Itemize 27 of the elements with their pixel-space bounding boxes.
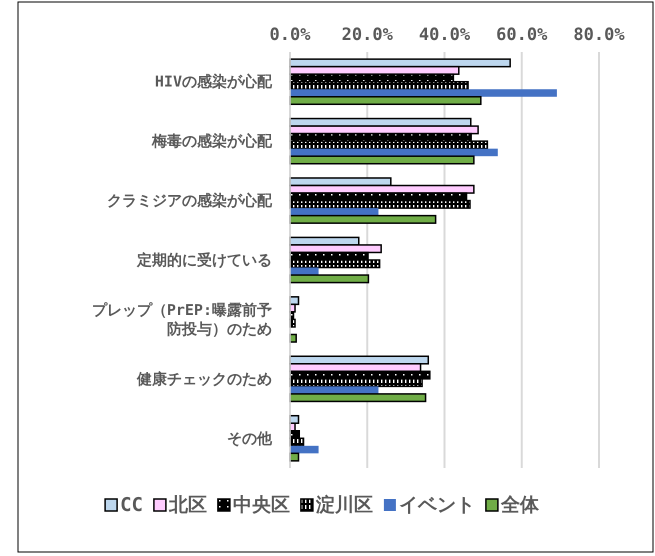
- bar: [289, 393, 426, 402]
- bar: [290, 208, 378, 216]
- bar: [290, 446, 319, 454]
- x-tick-label: 0.0%: [270, 25, 312, 45]
- y-tick-label: 梅毒の感染が心配: [151, 132, 273, 150]
- legend-label: 全体: [500, 494, 540, 516]
- y-tick-label: 定期的に受けている: [136, 251, 272, 269]
- y-tick-label: HIVの感染が心配: [154, 72, 273, 91]
- legend-label: CC: [120, 494, 143, 516]
- bar: [289, 155, 475, 164]
- bar: [290, 148, 498, 156]
- x-tick-label: 80.0%: [573, 25, 626, 45]
- legend-label: 淀川区: [314, 494, 373, 516]
- legend-label: イベント: [398, 494, 475, 516]
- bar: [289, 274, 370, 284]
- y-tick-label: その他: [227, 429, 273, 448]
- bar: [289, 214, 436, 224]
- y-tick-label: プレップ（PrEP:曝露前予防投与）のため: [92, 300, 272, 338]
- bar: [290, 89, 557, 97]
- legend-label: 北区: [168, 494, 207, 516]
- y-tick-label: 健康チェックのため: [136, 370, 272, 388]
- legend-label: 中央区: [232, 494, 290, 516]
- y-tick-label: クラミジアの感染が心配: [107, 192, 273, 210]
- bar: [289, 96, 482, 106]
- x-tick-label: 60.0%: [496, 25, 548, 45]
- x-tick-label: 20.0%: [342, 25, 394, 45]
- x-tick-label: 40.0%: [418, 25, 471, 45]
